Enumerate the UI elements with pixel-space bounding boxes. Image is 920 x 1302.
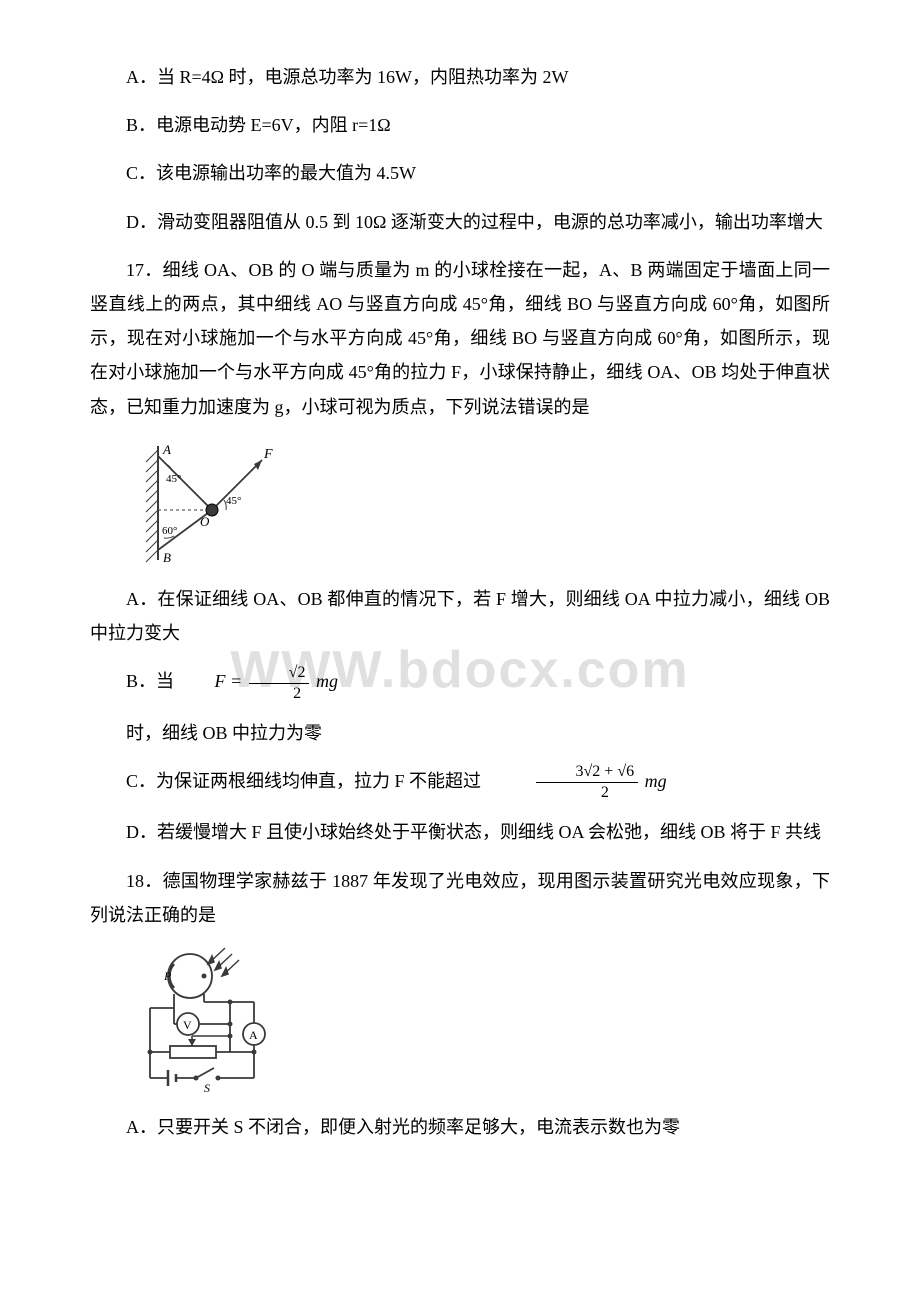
q18-fig-label-v: V xyxy=(183,1018,192,1032)
q18-figure: P V xyxy=(130,946,830,1096)
q17-formula-b-rhs: mg xyxy=(316,671,338,691)
q17-fig-angle-45b: 45° xyxy=(226,495,241,507)
q16-option-c: C．该电源输出功率的最大值为 4.5W xyxy=(90,156,830,190)
q18-fig-label-a: A xyxy=(249,1028,258,1042)
q17-fig-label-a: A xyxy=(162,442,171,457)
q17-fig-angle-45a: 45° xyxy=(166,473,181,485)
q18-fig-label-s: S xyxy=(204,1081,210,1095)
q17-formula-b: F = √2 2 mg xyxy=(179,664,338,701)
q17-formula-b-lhs: F = xyxy=(215,671,243,691)
q17-formula-b-den: 2 xyxy=(249,684,310,702)
q17-formula-c-den: 2 xyxy=(536,783,639,801)
q17-formula-b-num: √2 xyxy=(249,665,310,684)
q17-fig-label-o: O xyxy=(200,514,210,529)
q18-stem: 18．德国物理学家赫兹于 1887 年发现了光电效应，现用图示装置研究光电效应现… xyxy=(90,864,830,932)
q17-option-a: A．在保证细线 OA、OB 都伸直的情况下，若 F 增大，则细线 OA 中拉力减… xyxy=(90,582,830,650)
q17-option-c-prefix: C．为保证两根细线均伸直，拉力 F 不能超过 xyxy=(126,771,481,791)
q17-fig-label-f: F xyxy=(263,447,273,462)
q18-fig-label-p: P xyxy=(163,969,172,983)
q17-option-b: B．当 F = √2 2 mg xyxy=(90,664,830,702)
q17-option-b-suffix: 时，细线 OB 中拉力为零 xyxy=(90,716,830,750)
q16-option-d: D．滑动变阻器阻值从 0.5 到 10Ω 逐渐变大的过程中，电源的总功率减小，输… xyxy=(90,205,830,239)
q17-option-b-prefix: B．当 xyxy=(126,671,174,691)
q16-option-b: B．电源电动势 E=6V，内阻 r=1Ω xyxy=(90,108,830,142)
q17-option-d: D．若缓慢增大 F 且使小球始终处于平衡状态，则细线 OA 会松弛，细线 OB … xyxy=(90,815,830,849)
q17-formula-c: 3√2 + √6 2 mg xyxy=(498,764,667,801)
q16-option-a: A．当 R=4Ω 时，电源总功率为 16W，内阻热功率为 2W xyxy=(90,60,830,94)
q17-option-c: C．为保证两根细线均伸直，拉力 F 不能超过 3√2 + √6 2 mg xyxy=(90,764,830,802)
q17-stem: 17．细线 OA、OB 的 O 端与质量为 m 的小球栓接在一起，A、B 两端固… xyxy=(90,253,830,424)
q17-fig-angle-60: 60° xyxy=(162,525,177,537)
q17-fig-label-b: B xyxy=(163,550,171,565)
page-content: A．当 R=4Ω 时，电源总功率为 16W，内阻热功率为 2W B．电源电动势 … xyxy=(90,60,830,1144)
q17-figure: A B O F 45° 60° 45° xyxy=(130,438,830,568)
q18-option-a: A．只要开关 S 不闭合，即便入射光的频率足够大，电流表示数也为零 xyxy=(90,1110,830,1144)
q17-formula-c-rhs: mg xyxy=(645,771,667,791)
q17-formula-c-num: 3√2 + √6 xyxy=(536,764,639,783)
